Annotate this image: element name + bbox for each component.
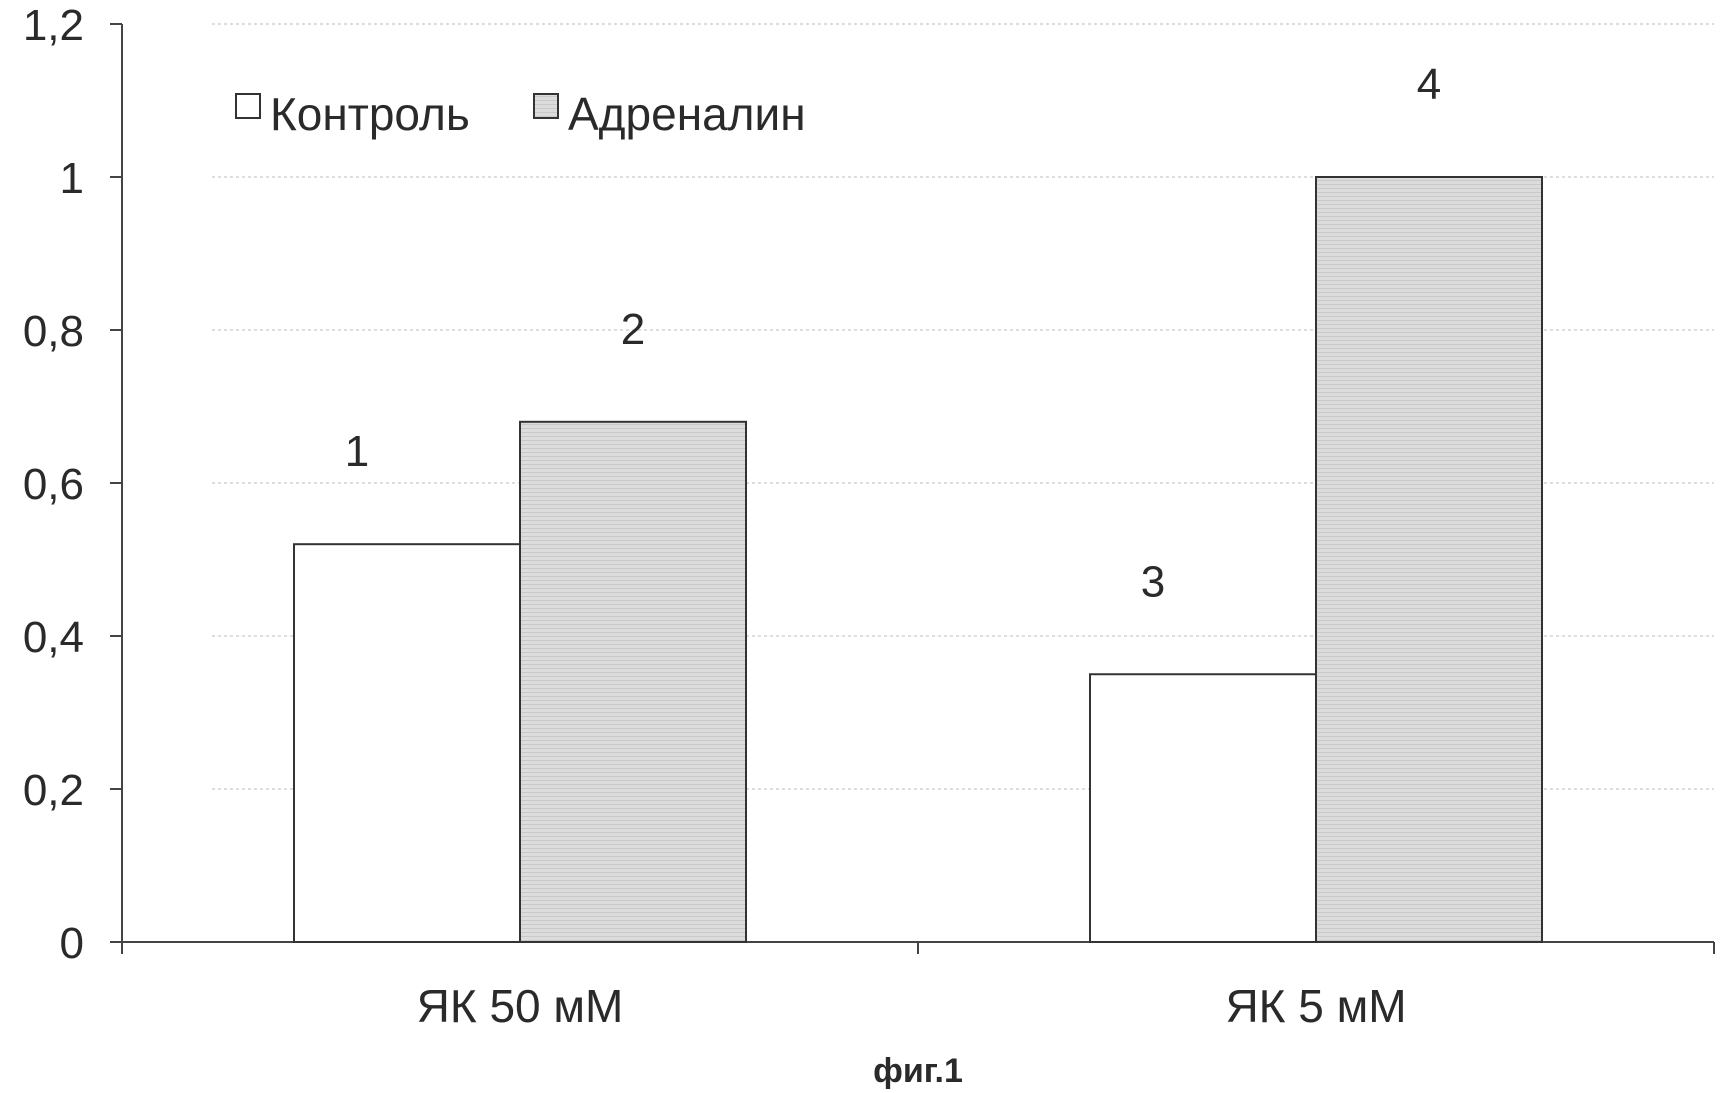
- legend-label: Контроль: [270, 88, 470, 140]
- bar-adrenalin: [520, 422, 746, 942]
- legend-label: Адреналин: [568, 88, 806, 140]
- bar-number-label: 2: [621, 305, 645, 354]
- y-tick-label: 0: [60, 919, 84, 968]
- bar-adrenalin: [1316, 177, 1542, 942]
- legend-swatch-adrenalin: [534, 94, 558, 118]
- bar-number-label: 1: [345, 427, 369, 476]
- legend-swatch-control: [236, 94, 260, 118]
- bar-control: [1090, 674, 1316, 942]
- bars: [294, 177, 1542, 942]
- y-tick-label: 0,6: [23, 460, 84, 509]
- bar-number-label: 4: [1417, 60, 1441, 109]
- y-tick-label: 0,2: [23, 766, 84, 815]
- figure-caption: фиг.1: [873, 1052, 963, 1090]
- bar-number-label: 3: [1141, 557, 1165, 606]
- y-tick-label: 0,4: [23, 613, 84, 662]
- category-label: ЯК 50 мМ: [417, 980, 624, 1032]
- bar-control: [294, 544, 520, 942]
- category-label: ЯК 5 мМ: [1225, 980, 1406, 1032]
- legend: Контроль Адреналин: [236, 88, 806, 140]
- y-tick-label: 1,2: [23, 1, 84, 50]
- y-tick-label: 0,8: [23, 307, 84, 356]
- y-tick-label: 1: [60, 154, 84, 203]
